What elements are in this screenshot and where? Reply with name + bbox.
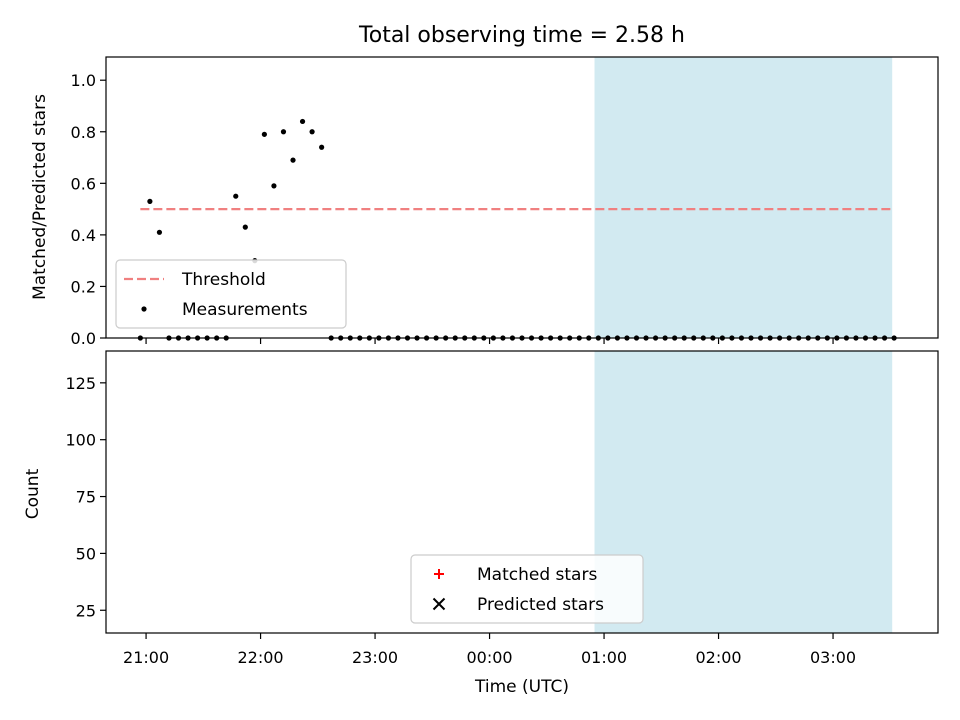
data-point (280, 129, 287, 135)
axes-frame (105, 350, 939, 634)
legend-predicted-swatch (432, 597, 446, 611)
legend-matched-swatch (434, 569, 444, 579)
legend-label: Predicted stars (477, 595, 604, 615)
top-y-axis-label: Matched/Predicted stars (30, 94, 50, 300)
x-tick-label: 22:00 (238, 648, 284, 667)
shaded-region (594, 351, 893, 633)
x-tick-label: 23:00 (352, 648, 398, 667)
y-tick-label: 0.6 (71, 174, 96, 193)
y-tick-label: 1.0 (71, 71, 96, 90)
y-tick-label: 125 (65, 374, 96, 393)
data-point (156, 229, 163, 235)
x-tick-label: 02:00 (695, 648, 741, 667)
y-tick-label: 75 (76, 488, 96, 507)
bottom-y-axis-label: Count (23, 468, 43, 519)
y-tick-label: 25 (76, 601, 96, 620)
count-panel: 25 50 75 100 125 21:00 22:00 23:00 00:00 01:00 02:… (65, 350, 939, 667)
data-point (319, 144, 325, 150)
legend: Threshold Measurements (115, 259, 347, 329)
legend-label: Threshold (181, 270, 266, 290)
x-tick-label: 00:00 (467, 648, 513, 667)
legend-box (410, 554, 644, 624)
chart-title: Total observing time = 2.58 h (358, 23, 685, 48)
y-tick-label: 50 (76, 544, 96, 563)
legend-measurements-swatch (141, 306, 147, 312)
legend-label: Measurements (182, 300, 308, 320)
x-tick-label: 03:00 (810, 648, 856, 667)
data-point (290, 157, 296, 163)
data-point (299, 118, 306, 125)
axes-frame (105, 56, 939, 339)
x-tick-label: 21:00 (123, 648, 169, 667)
legend-label: Matched stars (477, 565, 597, 585)
y-tick-label: 0.4 (71, 226, 96, 245)
data-point (271, 183, 277, 189)
data-point (233, 193, 239, 199)
legend-box (115, 259, 347, 329)
ratio-panel: 0.0 0.2 0.4 0.6 0.8 1.0 Threshold Measurements (71, 56, 939, 348)
y-tick-label: 0.8 (71, 123, 96, 142)
y-tick-label: 0.0 (71, 329, 96, 348)
x-axis-label: Time (UTC) (474, 677, 569, 697)
data-point (147, 198, 153, 204)
y-tick-label: 100 (65, 431, 96, 450)
legend: Matched stars Predicted stars (410, 554, 644, 624)
data-point (261, 131, 267, 137)
data-point (309, 129, 315, 135)
shaded-region (594, 57, 893, 338)
x-tick-label: 01:00 (581, 648, 627, 667)
data-point (242, 224, 248, 230)
y-tick-label: 0.2 (71, 277, 96, 296)
